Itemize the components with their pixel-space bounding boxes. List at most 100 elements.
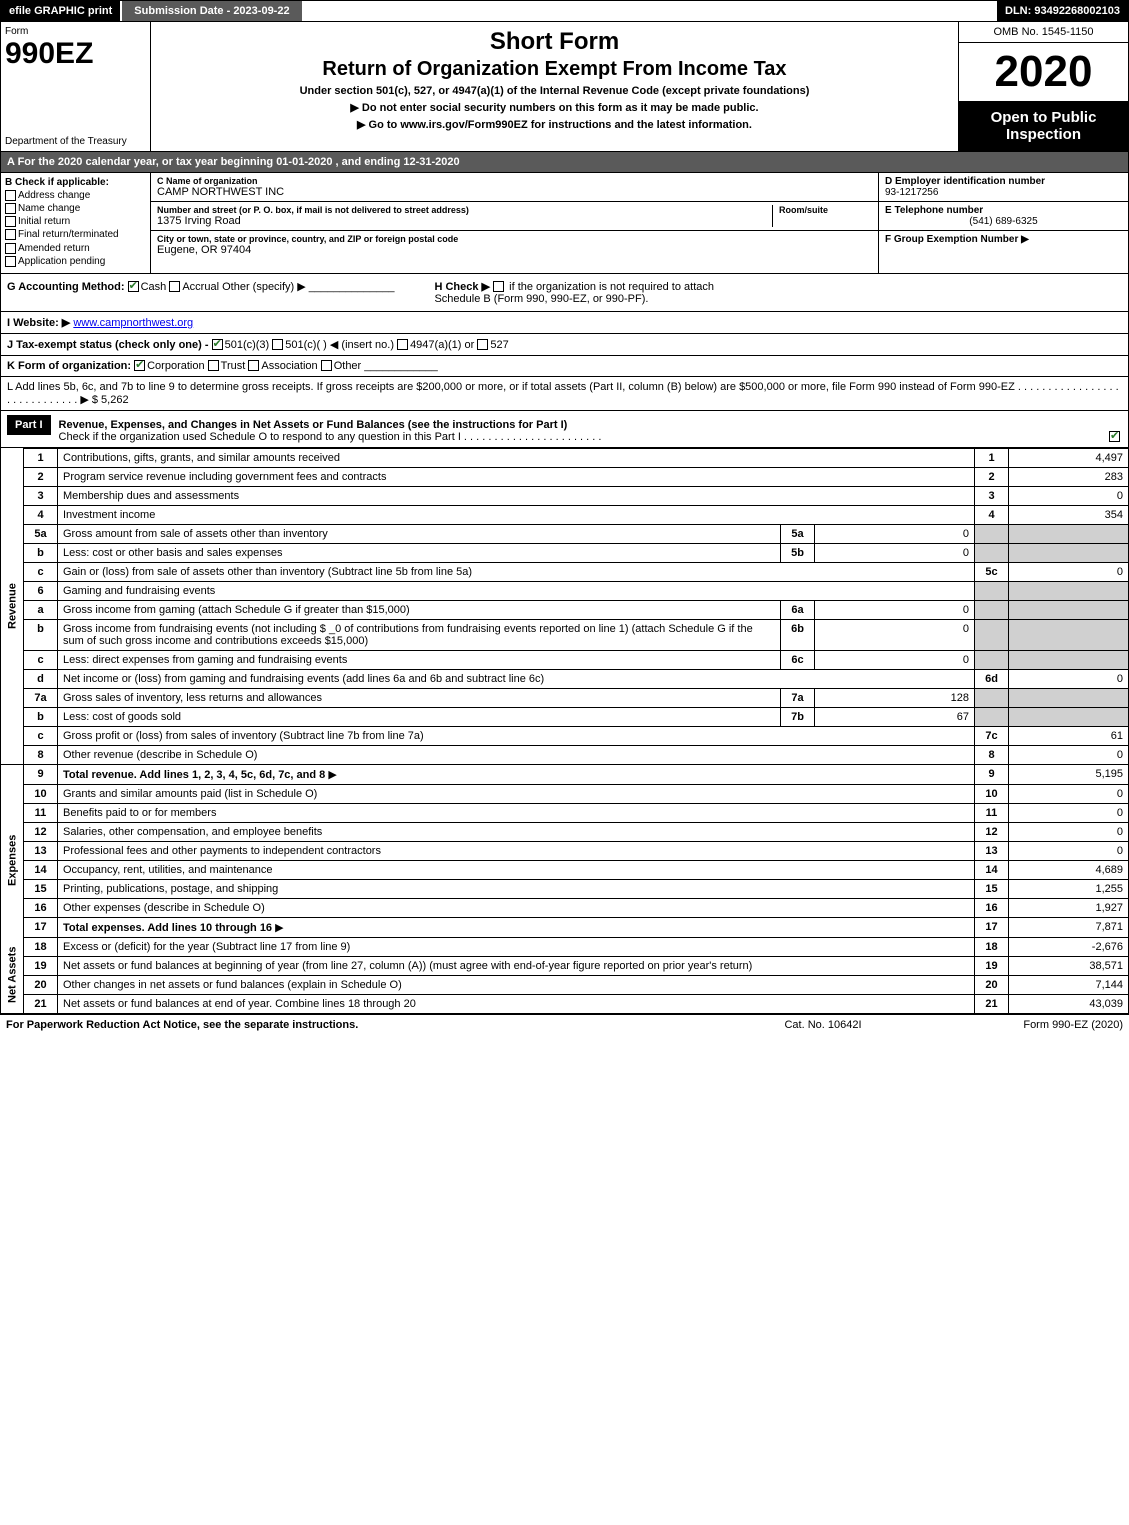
d-ein-label: D Employer identification number bbox=[885, 176, 1122, 187]
org-info-block: B Check if applicable: Address change Na… bbox=[0, 173, 1129, 274]
chk-527[interactable] bbox=[477, 339, 488, 350]
i-label: I Website: ▶ bbox=[7, 317, 70, 329]
line13-value: 0 bbox=[1009, 841, 1129, 860]
chk-4947[interactable] bbox=[397, 339, 408, 350]
part1-check-text: Check if the organization used Schedule … bbox=[59, 431, 602, 443]
c-name-value: CAMP NORTHWEST INC bbox=[157, 186, 872, 198]
part1-table: Revenue 1Contributions, gifts, grants, a… bbox=[0, 448, 1129, 1014]
open-to-public: Open to Public Inspection bbox=[959, 101, 1128, 151]
omb-number: OMB No. 1545-1150 bbox=[959, 22, 1128, 43]
chk-initial-return[interactable] bbox=[5, 216, 16, 227]
line6d-value: 0 bbox=[1009, 669, 1129, 688]
top-bar: efile GRAPHIC print Submission Date - 20… bbox=[0, 0, 1129, 22]
line7b-value: 67 bbox=[815, 707, 975, 726]
city-value: Eugene, OR 97404 bbox=[157, 244, 872, 256]
j-tax-exempt-row: J Tax-exempt status (check only one) - 5… bbox=[0, 334, 1129, 356]
line16-value: 1,927 bbox=[1009, 898, 1129, 917]
footer-catno: Cat. No. 10642I bbox=[723, 1019, 923, 1031]
subtitle: Under section 501(c), 527, or 4947(a)(1)… bbox=[157, 85, 952, 97]
line12-value: 0 bbox=[1009, 822, 1129, 841]
line14-value: 4,689 bbox=[1009, 860, 1129, 879]
line2-value: 283 bbox=[1009, 467, 1129, 486]
addr-label: Number and street (or P. O. box, if mail… bbox=[157, 205, 772, 215]
f-group-label: F Group Exemption Number ▶ bbox=[885, 234, 1122, 245]
note-ssn: ▶ Do not enter social security numbers o… bbox=[157, 101, 952, 114]
chk-part1-scho[interactable] bbox=[1109, 431, 1120, 442]
line20-value: 7,144 bbox=[1009, 975, 1129, 994]
part1-title: Revenue, Expenses, and Changes in Net As… bbox=[59, 419, 568, 431]
note-goto: ▶ Go to www.irs.gov/Form990EZ for instru… bbox=[157, 118, 952, 131]
line6b-value: 0 bbox=[815, 619, 975, 650]
h-label: H Check ▶ bbox=[434, 281, 490, 293]
chk-final-return[interactable] bbox=[5, 229, 16, 240]
dept-treasury: Department of the Treasury bbox=[5, 136, 146, 147]
dln-label: DLN: 93492268002103 bbox=[997, 1, 1128, 21]
chk-h[interactable] bbox=[493, 281, 504, 292]
form-header: Form 990EZ Department of the Treasury Sh… bbox=[0, 22, 1129, 152]
chk-application-pending[interactable] bbox=[5, 256, 16, 267]
line5a-value: 0 bbox=[815, 524, 975, 543]
form-number: 990EZ bbox=[5, 37, 146, 71]
b-check-label: B Check if applicable: bbox=[5, 177, 146, 188]
line6c-value: 0 bbox=[815, 650, 975, 669]
chk-trust[interactable] bbox=[208, 360, 219, 371]
k-form-org-row: K Form of organization: Corporation Trus… bbox=[0, 356, 1129, 377]
line17-value: 7,871 bbox=[1009, 917, 1129, 937]
city-label: City or town, state or province, country… bbox=[157, 234, 872, 244]
chk-corporation[interactable] bbox=[134, 360, 145, 371]
e-phone-value: (541) 689-6325 bbox=[885, 216, 1122, 227]
line18-value: -2,676 bbox=[1009, 937, 1129, 956]
c-name-label: C Name of organization bbox=[157, 176, 872, 186]
chk-cash[interactable] bbox=[128, 281, 139, 292]
chk-501c[interactable] bbox=[272, 339, 283, 350]
line6a-value: 0 bbox=[815, 600, 975, 619]
form-label: Form bbox=[5, 26, 146, 37]
footer-left: For Paperwork Reduction Act Notice, see … bbox=[6, 1019, 723, 1031]
page-footer: For Paperwork Reduction Act Notice, see … bbox=[0, 1014, 1129, 1035]
line4-value: 354 bbox=[1009, 505, 1129, 524]
line7c-value: 61 bbox=[1009, 726, 1129, 745]
chk-other-org[interactable] bbox=[321, 360, 332, 371]
e-phone-label: E Telephone number bbox=[885, 205, 1122, 216]
line8-value: 0 bbox=[1009, 745, 1129, 764]
g-label: G Accounting Method: bbox=[7, 281, 125, 293]
chk-accrual[interactable] bbox=[169, 281, 180, 292]
period-bar: A For the 2020 calendar year, or tax yea… bbox=[0, 152, 1129, 173]
line11-value: 0 bbox=[1009, 803, 1129, 822]
line15-value: 1,255 bbox=[1009, 879, 1129, 898]
line3-value: 0 bbox=[1009, 486, 1129, 505]
room-label: Room/suite bbox=[779, 205, 872, 215]
k-label: K Form of organization: bbox=[7, 360, 131, 372]
line21-value: 43,039 bbox=[1009, 994, 1129, 1013]
title-short-form: Short Form bbox=[157, 28, 952, 56]
title-return: Return of Organization Exempt From Incom… bbox=[157, 58, 952, 81]
i-website-row: I Website: ▶ www.campnorthwest.org bbox=[0, 312, 1129, 334]
line19-value: 38,571 bbox=[1009, 956, 1129, 975]
part1-header: Part I Revenue, Expenses, and Changes in… bbox=[0, 411, 1129, 448]
j-label: J Tax-exempt status (check only one) - bbox=[7, 339, 209, 351]
line5b-value: 0 bbox=[815, 543, 975, 562]
line1-value: 4,497 bbox=[1009, 448, 1129, 467]
line9-value: 5,195 bbox=[1009, 764, 1129, 784]
line10-value: 0 bbox=[1009, 784, 1129, 803]
submission-date: Submission Date - 2023-09-22 bbox=[120, 1, 301, 21]
gh-row: G Accounting Method: Cash Accrual Other … bbox=[0, 274, 1129, 312]
line7a-value: 128 bbox=[815, 688, 975, 707]
revenue-label: Revenue bbox=[1, 448, 24, 764]
efile-label: efile GRAPHIC print bbox=[1, 1, 120, 21]
footer-formref: Form 990-EZ (2020) bbox=[923, 1019, 1123, 1031]
tax-year: 2020 bbox=[959, 43, 1128, 101]
chk-address-change[interactable] bbox=[5, 190, 16, 201]
chk-name-change[interactable] bbox=[5, 203, 16, 214]
chk-association[interactable] bbox=[248, 360, 259, 371]
expenses-label: Expenses bbox=[1, 784, 24, 937]
d-ein-value: 93-1217256 bbox=[885, 187, 1122, 198]
chk-501c3[interactable] bbox=[212, 339, 223, 350]
part1-tag: Part I bbox=[7, 415, 51, 435]
website-link[interactable]: www.campnorthwest.org bbox=[73, 317, 193, 329]
chk-amended-return[interactable] bbox=[5, 243, 16, 254]
l-gross-receipts: L Add lines 5b, 6c, and 7b to line 9 to … bbox=[0, 377, 1129, 411]
addr-value: 1375 Irving Road bbox=[157, 215, 772, 227]
netassets-label: Net Assets bbox=[1, 937, 24, 1013]
line5c-value: 0 bbox=[1009, 562, 1129, 581]
